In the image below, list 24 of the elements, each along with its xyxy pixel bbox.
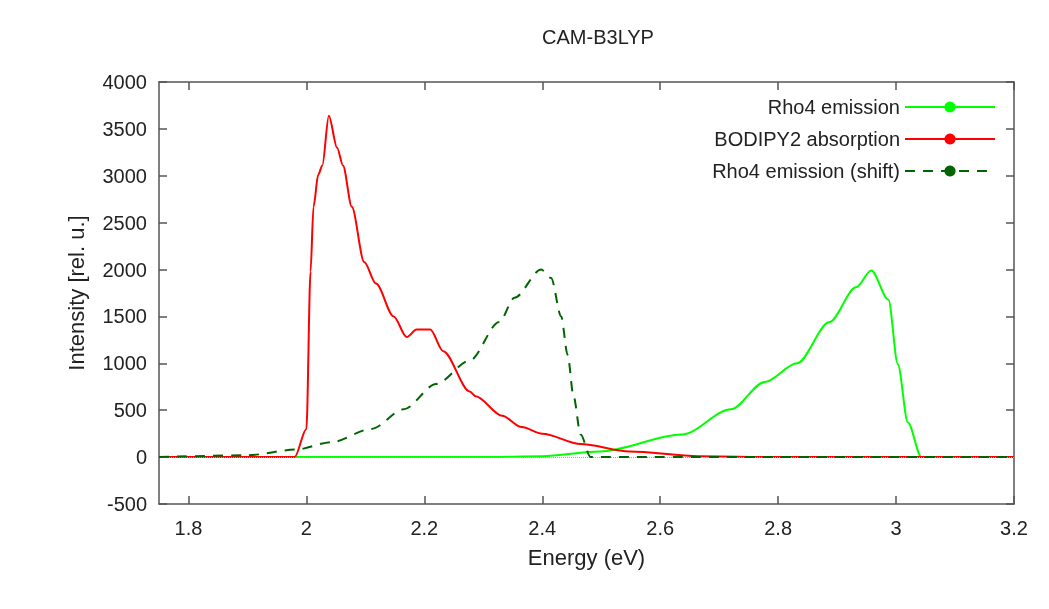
x-tick-label: 3 [890, 517, 902, 539]
x-tick-label: 1.8 [174, 517, 203, 539]
y-tick-label: 3000 [102, 164, 147, 187]
x-tick-label: 2 [300, 517, 312, 539]
y-tick-label: 2000 [102, 258, 147, 281]
y-tick-label: 2500 [102, 211, 147, 234]
y-tick-label: 4000 [102, 71, 147, 93]
x-tick-label: 3.2 [1000, 517, 1028, 539]
y-tick-label: 500 [113, 399, 147, 422]
y-tick-label: 0 [135, 446, 147, 469]
chart-title: CAM-B3LYP [542, 26, 654, 48]
legend-label: BODIPY2 absorption [714, 128, 900, 150]
y-tick-label: 3500 [102, 117, 147, 140]
legend-label: Rho4 emission [767, 96, 900, 118]
legend-label: Rho4 emission (shift) [712, 160, 900, 182]
y-tick-label: 1000 [102, 352, 147, 375]
x-axis-title: Energy (eV) [527, 544, 646, 570]
x-tick-label: 2.8 [764, 517, 793, 539]
x-tick-label: 2.6 [646, 517, 675, 539]
x-tick-label: 2.4 [528, 517, 557, 539]
y-tick-label: -500 [106, 493, 147, 515]
y-axis-title: Intensity [rel. u.] [63, 215, 89, 371]
x-tick-label: 2.2 [410, 517, 439, 539]
y-tick-label: 1500 [102, 305, 147, 328]
